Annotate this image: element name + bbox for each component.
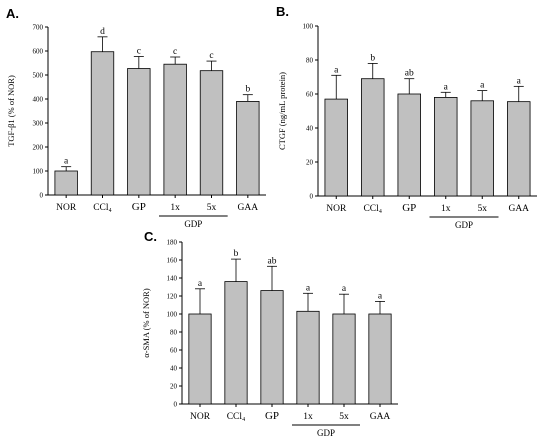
bar-5 <box>199 70 224 196</box>
y-axis-label: CTGF (ng/mL protein) <box>277 72 287 150</box>
group-label: GDP <box>455 220 473 230</box>
y-axis-label: TGF-β1 (% of NOR) <box>6 75 16 147</box>
group-label: GDP <box>317 428 335 438</box>
bar-4 <box>163 63 187 196</box>
significance-label: a <box>444 82 449 92</box>
y-tick-label: 500 <box>33 72 44 80</box>
significance-label: a <box>334 65 339 75</box>
significance-label: a <box>517 76 522 86</box>
panel-label: C. <box>144 229 157 244</box>
x-tick-label: 5x <box>207 203 217 213</box>
x-tick-label: GAA <box>238 203 259 213</box>
bar-3 <box>127 68 151 196</box>
chart-panel-a: A. 0 100 200 300 400 500 600 700 TGF-β1 (% of NOR… <box>6 6 266 229</box>
significance-label: b <box>234 249 239 259</box>
significance-label: c <box>137 47 141 57</box>
y-tick-label: 20 <box>306 159 314 167</box>
y-tick-label: 180 <box>167 239 178 247</box>
significance-label: a <box>378 291 383 301</box>
y-tick-label: 0 <box>310 193 314 201</box>
x-tick-label: NOR <box>190 412 211 422</box>
x-tick-label: GP <box>265 410 279 422</box>
chart-panel-b: B. 0 20 40 60 80 100 CTGF (ng/mL protein) a NOR b C… <box>276 4 537 230</box>
y-tick-label: 120 <box>167 293 178 301</box>
bar-5 <box>470 100 494 197</box>
x-tick-label: 1x <box>170 203 180 213</box>
y-tick-label: 100 <box>167 311 178 319</box>
significance-label: b <box>245 85 250 95</box>
x-tick-label: CCl₄ <box>227 412 246 422</box>
y-tick-label: 100 <box>33 168 44 176</box>
y-tick-label: 600 <box>33 48 44 56</box>
x-tick-label: NOR <box>326 204 347 214</box>
y-tick-label: 60 <box>170 347 178 355</box>
bar-6 <box>236 101 260 196</box>
x-tick-label: CCl₄ <box>93 203 112 213</box>
bar-1 <box>188 313 212 405</box>
x-tick-label: GP <box>132 201 146 213</box>
y-axis-label: α-SMA (% of NOR) <box>141 288 151 358</box>
bar-2 <box>361 78 385 197</box>
y-tick-label: 60 <box>306 91 314 99</box>
y-tick-label: 40 <box>170 365 178 373</box>
y-tick-label: 160 <box>167 257 178 265</box>
y-tick-label: 400 <box>33 96 44 104</box>
bar-4 <box>296 310 320 405</box>
bar-3 <box>260 290 284 405</box>
x-tick-label: 1x <box>303 412 313 422</box>
bar-2 <box>224 281 248 405</box>
significance-label: b <box>370 53 375 63</box>
significance-label: ab <box>268 256 277 266</box>
significance-label: a <box>306 283 311 293</box>
significance-label: a <box>198 279 203 289</box>
significance-label: ab <box>405 69 414 79</box>
bar-1 <box>54 170 78 196</box>
significance-label: c <box>209 51 213 61</box>
significance-label: a <box>342 284 347 294</box>
significance-label: a <box>64 157 69 167</box>
x-tick-label: 5x <box>339 412 349 422</box>
y-tick-label: 700 <box>33 24 44 32</box>
significance-label: c <box>173 47 177 57</box>
y-tick-label: 100 <box>303 23 314 31</box>
group-label: GDP <box>184 219 202 229</box>
chart-panel-c: C. 0 20 40 60 80 100 120 140 160 180 α-SMA (% of NO… <box>141 229 398 438</box>
bar-2 <box>90 51 115 196</box>
significance-label: a <box>480 81 485 91</box>
bar-6 <box>507 101 531 197</box>
x-tick-label: 1x <box>441 204 451 214</box>
y-tick-label: 300 <box>33 120 44 128</box>
bar-5 <box>332 313 356 405</box>
bar-6 <box>368 313 392 405</box>
x-tick-label: NOR <box>56 203 77 213</box>
y-tick-label: 40 <box>306 125 314 133</box>
significance-label: d <box>100 27 105 37</box>
y-tick-label: 140 <box>167 275 178 283</box>
y-tick-label: 80 <box>306 57 314 65</box>
x-tick-label: GP <box>402 202 416 214</box>
bar-3 <box>397 93 421 197</box>
bar-4 <box>434 97 458 197</box>
y-tick-label: 200 <box>33 144 44 152</box>
panel-label: A. <box>6 6 19 21</box>
y-tick-label: 0 <box>174 401 178 409</box>
x-tick-label: 5x <box>478 204 488 214</box>
y-tick-label: 0 <box>40 192 44 200</box>
bar-1 <box>324 98 348 197</box>
y-tick-label: 20 <box>170 383 178 391</box>
panel-label: B. <box>276 4 289 19</box>
x-tick-label: GAA <box>508 204 529 214</box>
x-tick-label: GAA <box>370 412 391 422</box>
y-tick-label: 80 <box>170 329 178 337</box>
x-tick-label: CCl₄ <box>363 204 382 214</box>
